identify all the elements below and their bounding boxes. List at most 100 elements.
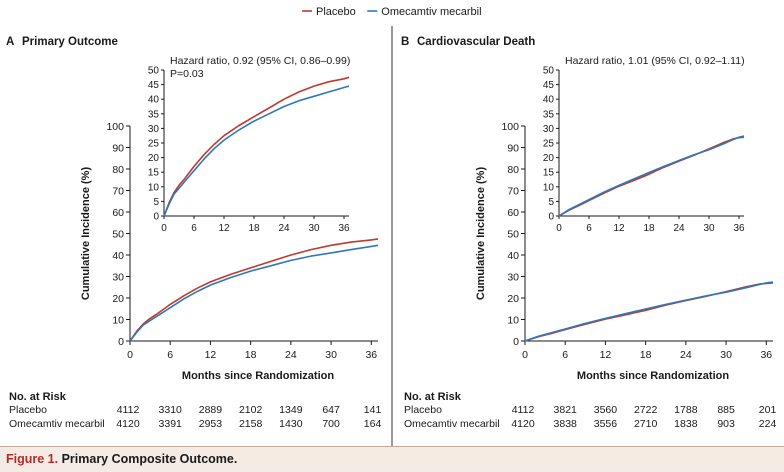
inset-y-tick-label: 35: [543, 109, 555, 120]
inset-x-tick-label: 18: [248, 223, 260, 234]
y-tick-label: 40: [112, 250, 124, 262]
risk-cell: 3560: [594, 404, 618, 416]
figure-caption: Figure 1. Primary Composite Outcome.: [0, 446, 784, 472]
x-tick-label: 24: [680, 349, 692, 361]
inset-y-tick-label: 20: [148, 153, 160, 164]
inset-background: [557, 68, 748, 218]
x-tick-label: 6: [562, 349, 568, 361]
y-tick-label: 60: [507, 207, 519, 219]
inset-y-tick-label: 45: [543, 80, 555, 91]
x-tick-label: 24: [285, 349, 297, 361]
inset-x-tick-label: 36: [733, 223, 745, 234]
risk-cell: 1788: [674, 404, 698, 416]
y-tick-label: 0: [118, 336, 124, 348]
inset-plot: 0 5 10 15 20 25 30 35 40 45 50 0 6 12 18 24 30 36 Hazard r…: [148, 55, 353, 234]
panel-b: B Cardiovascular Death0102030405060708090…: [401, 36, 776, 430]
inset-y-tick-label: 40: [543, 95, 555, 106]
y-tick-label: 80: [112, 164, 124, 176]
risk-cell: 3310: [159, 404, 183, 416]
inset-plot: 0 5 10 15 20 25 30 35 40 45 50 0 6 12 18 24 30 36 Hazard r…: [543, 55, 748, 234]
risk-cell: 1838: [674, 418, 698, 430]
figure: Placebo Omecamtiv mecarbil A Primary Outco…: [6, 6, 776, 446]
y-axis-label: Cumulative Incidence (%): [80, 167, 92, 301]
risk-cell: 201: [759, 404, 777, 416]
risk-cell: 3556: [594, 418, 618, 430]
inset-y-tick-label: 5: [548, 197, 554, 208]
inset-y-tick-label: 50: [148, 66, 160, 77]
panel-title: Primary Outcome: [22, 36, 118, 48]
y-tick-label: 90: [507, 143, 519, 155]
inset-series-line-placebo: [163, 76, 350, 217]
y-tick-label: 30: [507, 272, 519, 284]
risk-row-label: Omecamtiv mecarbil: [404, 418, 500, 430]
x-axis-label: Months since Randomization: [182, 370, 334, 382]
x-tick-label: 30: [720, 349, 732, 361]
risk-cell: 141: [364, 404, 382, 416]
y-tick-label: 60: [112, 207, 124, 219]
inset-series-line-omecamtiv: [163, 85, 350, 217]
risk-cell: 1430: [279, 418, 303, 430]
inset-x-tick-label: 0: [161, 223, 167, 234]
panel-title: Cardiovascular Death: [417, 36, 535, 48]
legend-label-0: Placebo: [316, 6, 356, 18]
inset-y-tick-label: 15: [543, 168, 555, 179]
x-tick-label: 18: [640, 349, 652, 361]
risk-cell: 2722: [634, 404, 658, 416]
inset-x-tick-label: 24: [278, 223, 290, 234]
inset-y-tick-label: 10: [148, 182, 160, 193]
legend: Placebo Omecamtiv mecarbil: [302, 6, 482, 18]
x-tick-label: 36: [365, 349, 377, 361]
inset-y-tick-label: 0: [153, 212, 159, 223]
risk-cell: 164: [364, 418, 382, 430]
x-tick-label: 0: [522, 349, 528, 361]
risk-cell: 3838: [554, 418, 578, 430]
risk-cell: 700: [322, 418, 340, 430]
inset-x-tick-label: 6: [586, 223, 592, 234]
y-tick-label: 100: [501, 121, 519, 133]
risk-cell: 4120: [116, 418, 140, 430]
inset-y-tick-label: 10: [543, 182, 555, 193]
risk-cell: 2710: [634, 418, 658, 430]
y-tick-label: 40: [507, 250, 519, 262]
inset-y-tick-label: 15: [148, 168, 160, 179]
y-tick-label: 50: [507, 229, 519, 241]
risk-cell: 885: [717, 404, 735, 416]
y-tick-label: 100: [106, 121, 124, 133]
inset-x-tick-label: 30: [703, 223, 715, 234]
x-tick-label: 0: [127, 349, 133, 361]
figure-label: Figure 1.: [6, 452, 59, 466]
inset-series-line-placebo: [558, 136, 745, 217]
x-tick-label: 36: [760, 349, 772, 361]
y-tick-label: 0: [513, 336, 519, 348]
y-tick-label: 10: [112, 315, 124, 327]
legend-label-1: Omecamtiv mecarbil: [381, 6, 481, 18]
y-tick-label: 50: [112, 229, 124, 241]
inset-x-tick-label: 12: [613, 223, 625, 234]
y-tick-label: 80: [507, 164, 519, 176]
figure-caption-text: Primary Composite Outcome.: [61, 452, 238, 466]
inset-y-tick-label: 50: [543, 66, 555, 77]
y-tick-label: 20: [112, 293, 124, 305]
risk-cell: 4120: [511, 418, 535, 430]
inset-x-tick-label: 6: [191, 223, 197, 234]
x-axis-label: Months since Randomization: [577, 370, 729, 382]
series-line-placebo: [129, 238, 379, 342]
y-tick-label: 70: [112, 186, 124, 198]
x-tick-label: 18: [245, 349, 257, 361]
inset-y-tick-label: 5: [153, 197, 159, 208]
inset-x-tick-label: 24: [673, 223, 685, 234]
hazard-ratio-annotation: P=0.03: [170, 68, 204, 80]
y-tick-label: 90: [112, 143, 124, 155]
y-tick-label: 20: [507, 293, 519, 305]
risk-cell: 903: [717, 418, 735, 430]
inset-x-tick-label: 30: [308, 223, 320, 234]
x-tick-label: 12: [205, 349, 217, 361]
risk-cell: 2158: [239, 418, 263, 430]
inset-background: [162, 68, 353, 218]
x-tick-label: 12: [600, 349, 612, 361]
inset-y-tick-label: 20: [543, 153, 555, 164]
inset-y-tick-label: 25: [148, 139, 160, 150]
risk-cell: 2889: [199, 404, 223, 416]
inset-x-tick-label: 12: [218, 223, 230, 234]
